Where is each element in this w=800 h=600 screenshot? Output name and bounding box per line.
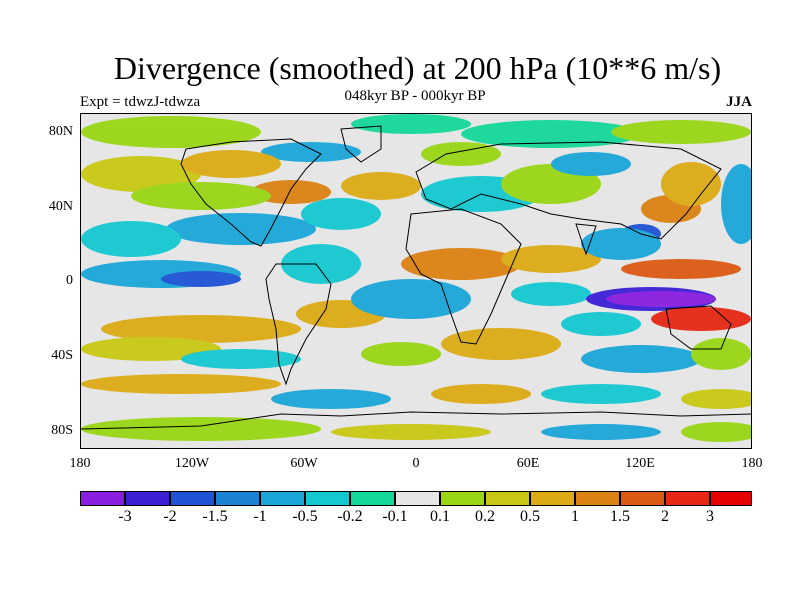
lat-label-80s: 80S xyxy=(51,423,73,438)
colorbar-swatch xyxy=(620,491,665,506)
coastlines xyxy=(81,125,751,430)
lat-label-80n: 80N xyxy=(48,124,73,139)
colorbar-label: -3 xyxy=(118,508,132,525)
colorbar-swatch xyxy=(710,491,752,506)
colorbar-swatch xyxy=(485,491,530,506)
lon-label-0: 0 xyxy=(412,456,420,471)
chart-subtitle: 048kyr BP - 000kyr BP xyxy=(344,88,486,104)
lat-label-0: 0 xyxy=(66,273,73,288)
colorbar-swatch xyxy=(80,491,125,506)
colorbar-label: -0.5 xyxy=(292,508,318,525)
colorbar-label: -0.2 xyxy=(337,508,363,525)
colorbar-label: 0.2 xyxy=(475,508,495,525)
chart-title: Divergence (smoothed) at 200 hPa (10**6 … xyxy=(113,50,722,86)
colorbar-label: 0.5 xyxy=(520,508,540,525)
lon-label-180w: 180 xyxy=(69,456,91,471)
lon-label-60w: 60W xyxy=(290,456,318,471)
colorbar-swatch xyxy=(530,491,575,506)
lat-label-40n: 40N xyxy=(48,199,73,214)
colorbar-swatch xyxy=(260,491,305,506)
colorbar-label: -0.1 xyxy=(382,508,408,525)
colorbar-label: 1 xyxy=(571,508,579,525)
colorbar-swatch xyxy=(170,491,215,506)
colorbar-label: -1 xyxy=(253,508,267,525)
field-shading xyxy=(81,114,751,442)
colorbar-label: 3 xyxy=(706,508,714,525)
colorbar-label: -2 xyxy=(163,508,177,525)
divergence-map xyxy=(80,113,752,449)
lat-label-40s: 40S xyxy=(51,348,73,363)
lon-label-180e: 180 xyxy=(741,456,763,471)
colorbar-label: -1.5 xyxy=(202,508,228,525)
colorbar-swatch xyxy=(395,491,440,506)
season-label: JJA xyxy=(726,94,752,110)
lon-label-120w: 120W xyxy=(174,456,210,471)
colorbar-label: 1.5 xyxy=(610,508,630,525)
colorbar-swatch xyxy=(575,491,620,506)
divergence-field xyxy=(81,114,751,448)
experiment-label: Expt = tdwzJ-tdwza xyxy=(80,94,201,110)
colorbar-swatch xyxy=(305,491,350,506)
colorbar-swatch xyxy=(350,491,395,506)
colorbar-swatch xyxy=(440,491,485,506)
colorbar-swatch xyxy=(215,491,260,506)
colorbar-label: 2 xyxy=(661,508,669,525)
colorbar-label: 0.1 xyxy=(430,508,450,525)
colorbar-swatch xyxy=(125,491,170,506)
lon-label-60e: 60E xyxy=(516,456,540,471)
lon-label-120e: 120E xyxy=(625,456,655,471)
colorbar-swatch xyxy=(665,491,710,506)
